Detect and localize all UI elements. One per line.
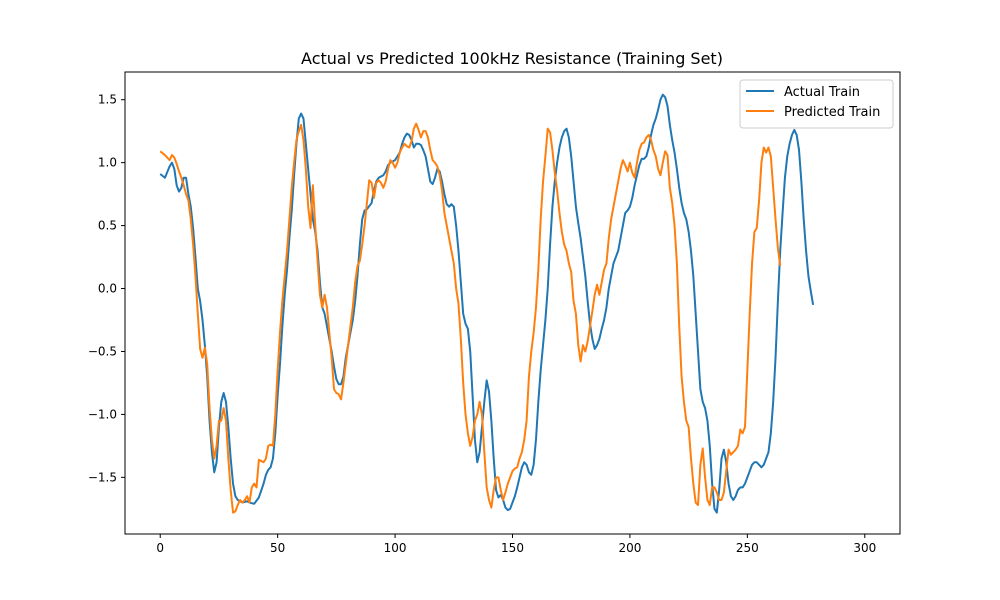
legend-label-actual-train: Actual Train	[784, 85, 860, 100]
y-tick-label: −0.5	[88, 344, 117, 358]
y-tick-label: 0.0	[98, 282, 117, 296]
y-axis: −1.5 −1.0 −0.5 0.0 0.5 1.0 1.5	[88, 93, 125, 484]
x-tick-label: 0	[156, 541, 164, 555]
chart-title: Actual vs Predicted 100kHz Resistance (T…	[301, 49, 723, 68]
x-tick-label: 50	[270, 541, 285, 555]
x-axis: 0 50 100 150 200 250 300	[156, 534, 876, 555]
x-tick-label: 150	[501, 541, 524, 555]
x-tick-label: 100	[384, 541, 407, 555]
y-tick-label: 1.0	[98, 156, 117, 170]
series-line-predicted-train	[159, 122, 782, 514]
x-tick-label: 200	[618, 541, 641, 555]
plot-area: 0 50 100 150 200 250 300 −1.5 −1.0 −0.5 0.0 0.5 1.0…	[88, 71, 901, 555]
y-tick-label: 1.5	[98, 93, 117, 107]
y-tick-label: −1.0	[88, 407, 117, 421]
y-tick-label: 0.5	[98, 219, 117, 233]
legend: Actual Train Predicted Train	[739, 79, 894, 129]
x-tick-label: 250	[736, 541, 759, 555]
legend-box	[739, 79, 894, 129]
x-tick-label: 300	[853, 541, 876, 555]
y-tick-label: −1.5	[88, 470, 117, 484]
series-layer	[159, 93, 815, 514]
series-line-actual-train	[159, 93, 815, 514]
legend-label-predicted-train: Predicted Train	[784, 105, 880, 120]
